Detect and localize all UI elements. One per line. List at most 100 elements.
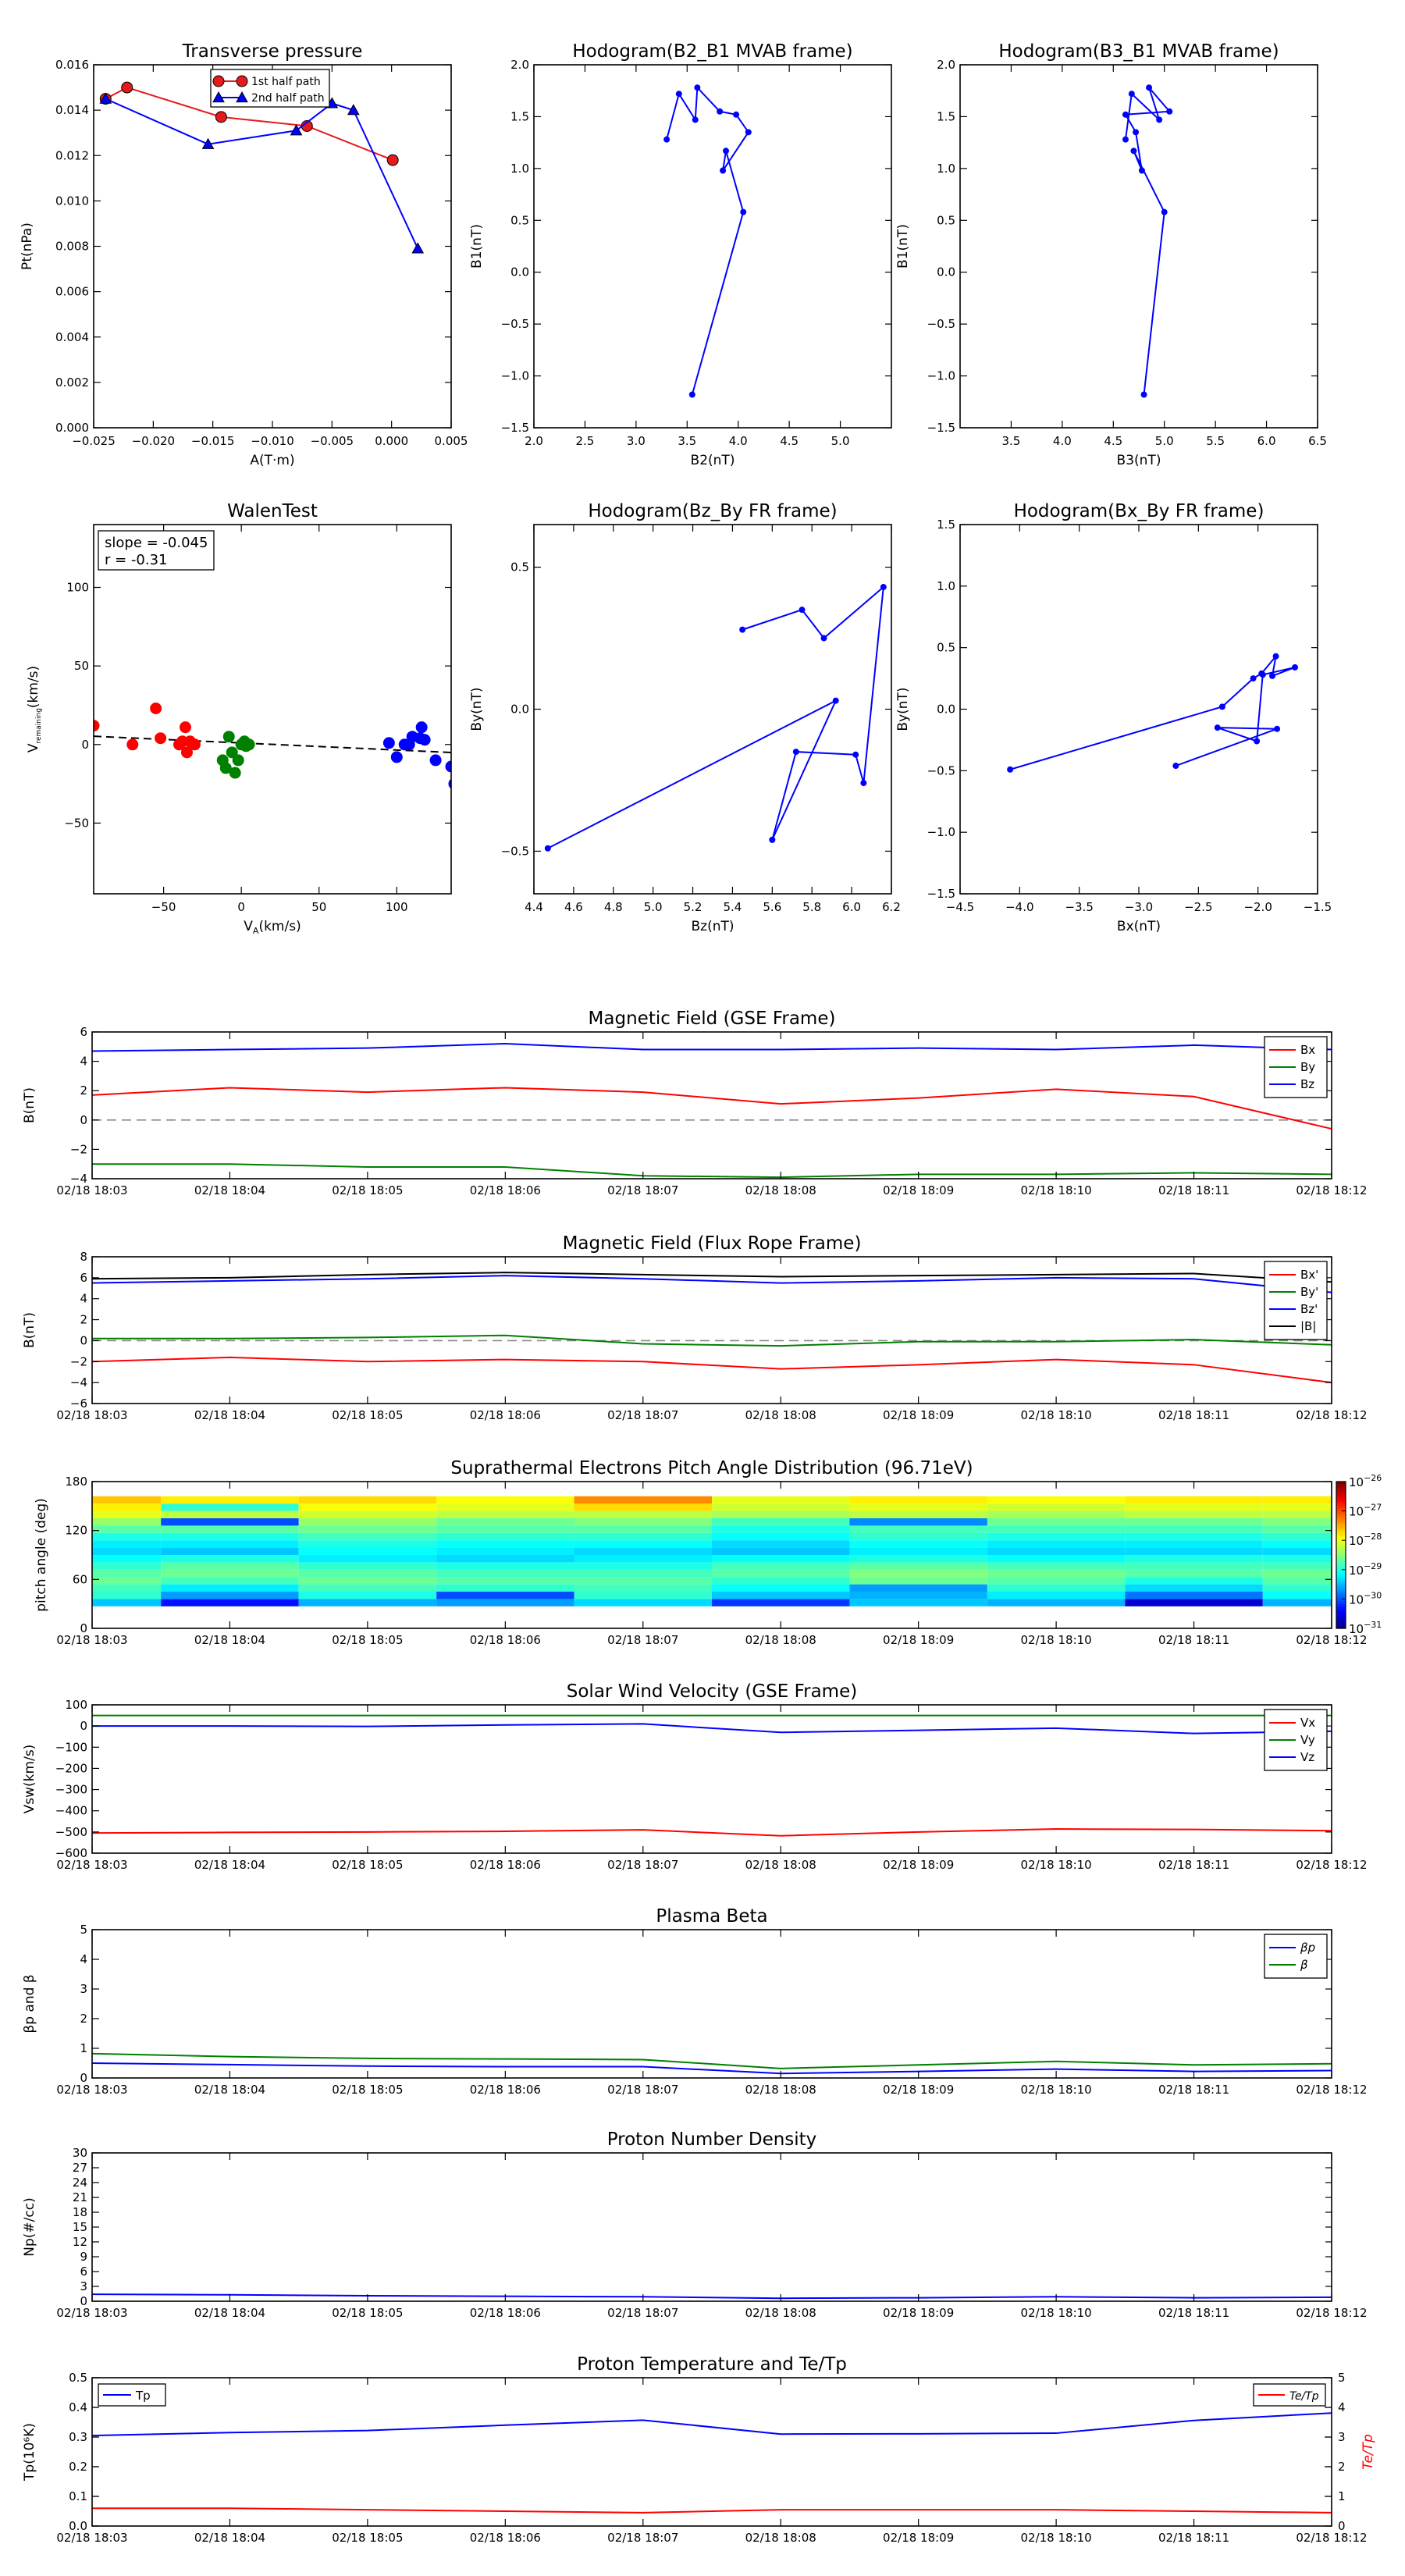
fit-line <box>94 735 451 754</box>
colorbar-swatch <box>1336 1530 1346 1534</box>
h3-series-marker <box>792 749 799 756</box>
pad-cell <box>92 1555 162 1563</box>
tp-ytick-label: 0.014 <box>55 103 89 117</box>
mfgse-time-label: 02/18 18:07 <box>607 1183 678 1197</box>
pad-cell <box>436 1584 574 1592</box>
chart-mfgse: 02/18 18:03 02/18 18:04 02/18 18:05 02/18 1… <box>22 1009 1368 1197</box>
walen-ylabel: Vremaining(km/s) <box>26 666 43 753</box>
colorbar-swatch <box>1336 1621 1346 1624</box>
pad-cell <box>987 1496 1126 1504</box>
colorbar-swatch <box>1336 1542 1346 1546</box>
tp-xtick-label: 0.005 <box>435 434 468 448</box>
mffr-time-label: 02/18 18:09 <box>883 1408 954 1422</box>
tp-ytick-label: 0.004 <box>55 330 89 344</box>
colorbar-exp: −28 <box>1364 1532 1382 1542</box>
pad-cell <box>298 1518 437 1526</box>
np-ytick-label: 6 <box>80 2265 87 2279</box>
tp-xtick-label: −0.015 <box>191 434 235 448</box>
tpr-time-label: 02/18 18:04 <box>194 2531 265 2545</box>
pad-cell <box>1125 1510 1263 1518</box>
walen-series-point <box>418 734 431 746</box>
vsw-ytick-label: −400 <box>55 1804 87 1818</box>
h2-plot-area <box>1122 84 1173 398</box>
h4-xtick-label: −4.5 <box>946 900 974 914</box>
chart-beta: 02/18 18:03 02/18 18:04 02/18 18:05 02/18 1… <box>22 1906 1368 2097</box>
colorbar-exp: −26 <box>1364 1473 1382 1483</box>
pad-cell <box>712 1569 850 1578</box>
colorbar-swatch <box>1336 1545 1346 1549</box>
colorbar-swatch <box>1336 1540 1346 1543</box>
colorbar-swatch <box>1336 1625 1346 1629</box>
h2-ylabel: B1(nT) <box>895 224 911 269</box>
mfgse-series-line <box>92 1163 1332 1179</box>
vsw-ytick-label: −100 <box>55 1740 87 1754</box>
h4-series-marker <box>1250 675 1257 682</box>
h3-xtick-label: 4.6 <box>564 900 583 914</box>
colorbar-exp: −27 <box>1364 1503 1382 1513</box>
pad-cell <box>987 1547 1126 1555</box>
pad-cell <box>161 1562 299 1570</box>
np-title: Proton Number Density <box>607 2129 817 2150</box>
mfgse-series-line <box>91 1043 1332 1052</box>
pad-cell <box>1262 1503 1332 1511</box>
np-ytick-label: 15 <box>73 2220 87 2234</box>
pad-cell <box>1125 1540 1263 1548</box>
colorbar-swatch <box>1336 1503 1346 1507</box>
colorbar-swatch <box>1336 1523 1346 1526</box>
h4-series-line <box>1009 653 1296 770</box>
h2-xtick-label: 4.0 <box>1053 434 1072 448</box>
mfgse-time-label: 02/18 18:04 <box>194 1183 265 1197</box>
pad-cell <box>987 1525 1126 1533</box>
beta-time-label: 02/18 18:04 <box>194 2083 265 2097</box>
pad-cell <box>436 1562 574 1570</box>
tp-xtick-label: −0.010 <box>251 434 294 448</box>
pad-cell <box>574 1577 712 1585</box>
tp-legend-marker <box>236 91 248 103</box>
h4-ytick-label: 0.5 <box>937 641 955 655</box>
walen-series-point <box>188 738 201 751</box>
tpr-right-ytick-label: 4 <box>1338 2400 1346 2414</box>
pad-cell <box>1262 1518 1332 1526</box>
pad-cell <box>161 1510 299 1518</box>
colorbar-swatch <box>1336 1569 1346 1573</box>
colorbar-swatch <box>1336 1586 1346 1590</box>
walen-r-text: r = -0.31 <box>105 552 168 568</box>
beta-time-label: 02/18 18:08 <box>745 2083 816 2097</box>
beta-series-line <box>91 2052 1332 2069</box>
pad-ytick-label: 60 <box>73 1572 87 1586</box>
h4-ytick-label: 1.5 <box>937 518 955 532</box>
pad-cell <box>298 1503 437 1511</box>
pad-cell <box>161 1569 299 1578</box>
h2-series-marker <box>1140 391 1147 398</box>
mffr-legend-label: By' <box>1300 1285 1318 1299</box>
mffr-time-label: 02/18 18:08 <box>745 1408 816 1422</box>
pad-cell <box>574 1540 712 1548</box>
pad-cell <box>712 1555 850 1563</box>
beta-ytick-label: 3 <box>80 1982 87 1996</box>
pad-cell <box>436 1577 574 1585</box>
np-series-line <box>91 2293 1332 2300</box>
colorbar-swatch <box>1336 1596 1346 1599</box>
colorbar-frame <box>1336 1481 1346 1629</box>
h4-series-marker <box>1172 763 1179 770</box>
pad-cell <box>849 1496 987 1504</box>
walen-series-point <box>179 721 191 734</box>
beta-legend-label: β <box>1300 1958 1308 1972</box>
pad-cell <box>574 1584 712 1592</box>
pad-cell <box>1262 1525 1332 1533</box>
vsw-ytick-label: −500 <box>55 1825 87 1839</box>
pad-cell <box>298 1599 437 1606</box>
colorbar-label: 10−27 <box>1349 1503 1382 1519</box>
np-time-label: 02/18 18:10 <box>1020 2306 1091 2320</box>
h2-xtick-label: 5.5 <box>1206 434 1225 448</box>
h2-series-marker <box>1166 108 1173 115</box>
tp-ytick-label: 0.006 <box>55 285 89 299</box>
pad-cell <box>712 1577 850 1585</box>
mfgse-title: Magnetic Field (GSE Frame) <box>589 1009 836 1029</box>
tp-xlabel: A(T·m) <box>250 453 294 468</box>
tpr-ylabel-right: Te/Tp <box>1361 2434 1376 2470</box>
h1-plot-area <box>663 84 752 398</box>
h4-xtick-label: −2.5 <box>1184 900 1212 914</box>
h2-series-marker <box>1146 84 1153 91</box>
beta-ytick-label: 5 <box>80 1923 87 1937</box>
